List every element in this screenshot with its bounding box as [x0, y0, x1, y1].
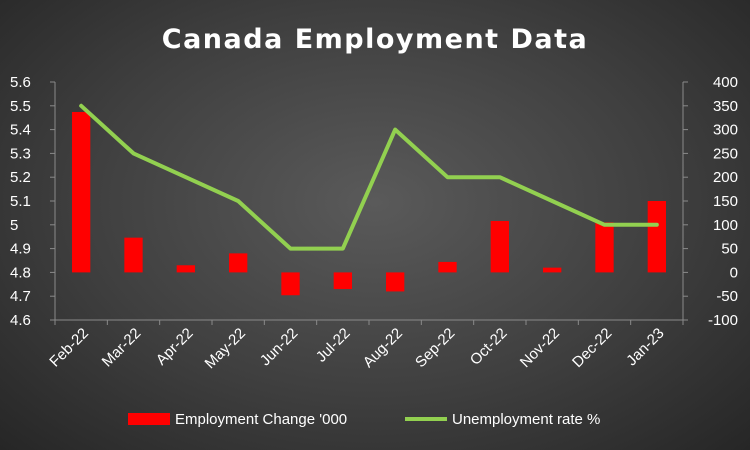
- y-left-tick-label: 4.8: [10, 264, 31, 281]
- line-series: [79, 103, 659, 251]
- y-right-tick-label: 0: [730, 264, 738, 281]
- legend-label-employment-change: Employment Change '000: [175, 411, 347, 428]
- y-right-tick-label: 300: [713, 122, 738, 139]
- x-tick-label: Apr-22: [153, 325, 197, 369]
- y-right-tick-label: 150: [713, 193, 738, 210]
- bar-employment-change: [438, 261, 457, 273]
- y-right-tick-label: 100: [713, 217, 738, 234]
- y-left-tick-label: 4.7: [10, 288, 31, 305]
- y-left-tick-label: 5: [10, 217, 18, 234]
- y-right-tick-label: 50: [721, 241, 738, 258]
- y-left-tick-label: 4.9: [10, 241, 31, 258]
- legend: Employment Change '000 Unemployment rate…: [128, 411, 600, 428]
- x-tick-label: Feb-22: [46, 325, 92, 371]
- chart-title: Canada Employment Data: [162, 24, 588, 55]
- legend-swatch-employment-change: [128, 413, 170, 425]
- y-left-tick-label: 5.3: [10, 145, 31, 162]
- bar-series: [72, 111, 666, 296]
- x-tick-label: Jun-22: [257, 325, 301, 369]
- bar-employment-change: [72, 111, 91, 273]
- y-right-tick-label: -50: [716, 288, 738, 305]
- y-right-tick-label: -100: [708, 312, 738, 329]
- y-right-tick-label: 200: [713, 169, 738, 186]
- x-tick-label: Mar-22: [99, 325, 145, 371]
- x-tick-label: Oct-22: [467, 325, 511, 369]
- bar-employment-change: [124, 237, 143, 273]
- line-unemployment-rate: [79, 103, 659, 251]
- y-left-tick-label: 5.2: [10, 169, 31, 186]
- y-left-tick-label: 4.6: [10, 312, 31, 329]
- y-right-tick-label: 400: [713, 74, 738, 91]
- bar-employment-change: [647, 201, 666, 273]
- x-tick-label: Nov-22: [517, 325, 563, 371]
- bar-employment-change: [595, 222, 614, 273]
- y-left-tick-label: 5.1: [10, 193, 31, 210]
- bar-employment-change: [176, 265, 195, 273]
- y-right-tick-label: 350: [713, 98, 738, 115]
- bar-employment-change: [386, 272, 405, 292]
- y-right-tick-label: 250: [713, 145, 738, 162]
- x-tick-label: Jul-22: [313, 325, 354, 366]
- x-tick-label: Jan-23: [623, 325, 667, 369]
- bar-employment-change: [490, 220, 509, 273]
- bar-employment-change: [333, 272, 352, 290]
- y-left-tick-label: 5.5: [10, 98, 31, 115]
- bar-employment-change: [543, 267, 562, 273]
- x-tick-label: May-22: [202, 325, 249, 372]
- x-tick-label: Aug-22: [360, 325, 406, 371]
- bar-employment-change: [281, 272, 300, 296]
- y-left-tick-label: 5.6: [10, 74, 31, 91]
- x-tick-label: Dec-22: [569, 325, 615, 371]
- y-left-tick-label: 5.4: [10, 122, 31, 139]
- legend-label-unemployment-rate: Unemployment rate %: [452, 411, 600, 428]
- bar-employment-change: [229, 253, 248, 273]
- x-tick-label: Sep-22: [412, 325, 458, 371]
